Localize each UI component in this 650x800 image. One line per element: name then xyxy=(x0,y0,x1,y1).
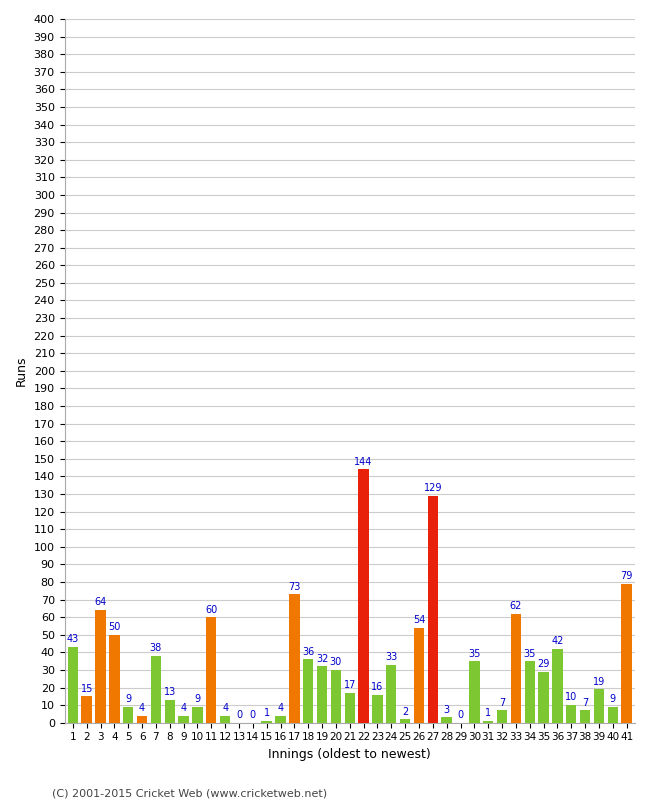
Text: 73: 73 xyxy=(288,582,300,592)
Text: 7: 7 xyxy=(499,698,505,708)
Bar xyxy=(137,716,148,722)
Bar xyxy=(276,716,286,722)
Bar xyxy=(608,707,618,722)
Bar xyxy=(109,634,120,722)
Bar xyxy=(289,594,300,722)
Bar xyxy=(469,661,480,722)
Bar xyxy=(525,661,535,722)
Text: 16: 16 xyxy=(371,682,384,692)
Bar xyxy=(220,716,230,722)
Text: 13: 13 xyxy=(164,687,176,698)
Text: 129: 129 xyxy=(424,483,442,493)
Bar xyxy=(594,690,604,722)
Bar xyxy=(192,707,203,722)
Text: 144: 144 xyxy=(354,457,373,466)
Bar xyxy=(358,470,369,722)
Text: 4: 4 xyxy=(222,703,228,713)
Text: 35: 35 xyxy=(524,649,536,658)
Text: 54: 54 xyxy=(413,615,425,625)
Bar xyxy=(68,647,78,722)
Bar xyxy=(178,716,188,722)
Text: 64: 64 xyxy=(94,598,107,607)
Bar xyxy=(81,696,92,722)
Text: 0: 0 xyxy=(250,710,256,720)
Text: 32: 32 xyxy=(316,654,328,664)
Bar xyxy=(441,718,452,722)
Text: 38: 38 xyxy=(150,643,162,654)
Bar xyxy=(538,672,549,722)
Text: 0: 0 xyxy=(236,710,242,720)
Text: 30: 30 xyxy=(330,658,342,667)
Text: 10: 10 xyxy=(566,693,577,702)
Text: 36: 36 xyxy=(302,646,315,657)
Text: 79: 79 xyxy=(621,571,633,581)
Text: 15: 15 xyxy=(81,684,93,694)
Bar xyxy=(428,496,438,722)
Y-axis label: Runs: Runs xyxy=(15,356,28,386)
Bar xyxy=(497,710,507,722)
Text: 4: 4 xyxy=(139,703,145,713)
Text: 35: 35 xyxy=(468,649,480,658)
Text: 4: 4 xyxy=(278,703,283,713)
Bar xyxy=(123,707,133,722)
Text: 4: 4 xyxy=(181,703,187,713)
Bar xyxy=(580,710,590,722)
Text: 19: 19 xyxy=(593,677,605,686)
Text: 29: 29 xyxy=(538,659,550,669)
Bar xyxy=(566,705,577,722)
Bar xyxy=(317,666,327,722)
Bar xyxy=(331,670,341,722)
Bar xyxy=(96,610,106,722)
Bar xyxy=(164,700,175,722)
Text: 9: 9 xyxy=(194,694,200,704)
Bar xyxy=(372,694,383,722)
Bar xyxy=(261,721,272,722)
Text: 3: 3 xyxy=(444,705,450,715)
Bar xyxy=(206,617,216,722)
Text: 0: 0 xyxy=(458,710,463,720)
Bar xyxy=(414,628,424,722)
Text: 2: 2 xyxy=(402,706,408,717)
Text: 9: 9 xyxy=(610,694,616,704)
Bar xyxy=(511,614,521,722)
X-axis label: Innings (oldest to newest): Innings (oldest to newest) xyxy=(268,748,431,761)
Bar xyxy=(151,656,161,722)
Text: 1: 1 xyxy=(485,708,491,718)
Text: 60: 60 xyxy=(205,605,217,614)
Text: 33: 33 xyxy=(385,652,397,662)
Text: 1: 1 xyxy=(264,708,270,718)
Bar xyxy=(483,721,493,722)
Bar xyxy=(552,649,563,722)
Bar xyxy=(303,659,313,722)
Text: 9: 9 xyxy=(125,694,131,704)
Text: 42: 42 xyxy=(551,636,564,646)
Bar xyxy=(621,584,632,722)
Text: 7: 7 xyxy=(582,698,588,708)
Text: 43: 43 xyxy=(67,634,79,645)
Text: 62: 62 xyxy=(510,601,522,611)
Bar xyxy=(400,719,410,722)
Bar xyxy=(344,693,355,722)
Text: 17: 17 xyxy=(344,680,356,690)
Bar xyxy=(386,665,396,722)
Text: 50: 50 xyxy=(108,622,120,632)
Text: (C) 2001-2015 Cricket Web (www.cricketweb.net): (C) 2001-2015 Cricket Web (www.cricketwe… xyxy=(52,788,327,798)
